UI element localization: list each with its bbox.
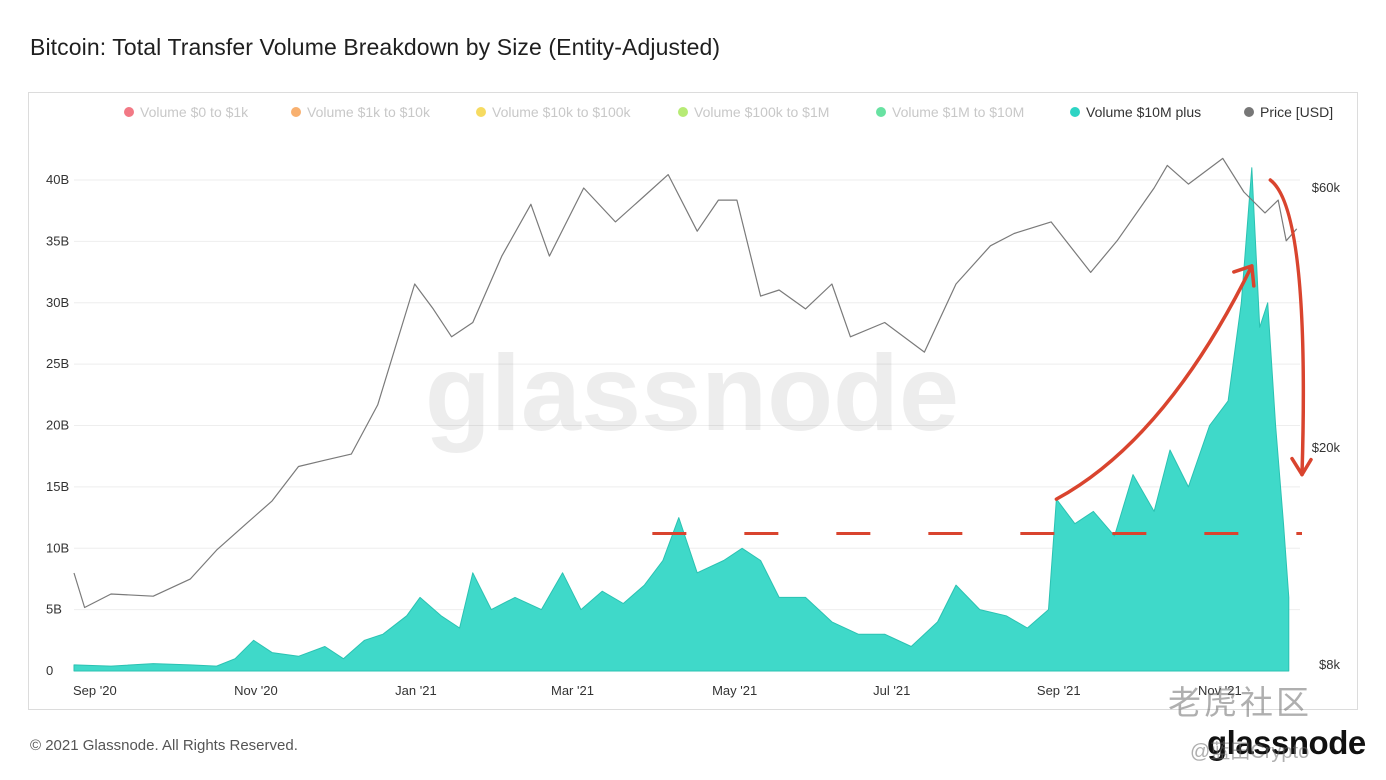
x-tick-label: Mar '21	[551, 683, 594, 698]
y-tick-label: 40B	[46, 172, 69, 187]
annotation-arrow-down-head	[1290, 456, 1313, 477]
series-price-line	[73, 157, 1298, 609]
chart-frame	[28, 92, 1358, 710]
legend-label: Volume $100k to $1M	[694, 104, 830, 120]
watermark-center: glassnode	[425, 332, 959, 453]
annotation-arrow-up-head	[1232, 264, 1256, 288]
legend-item-volume-0-1k[interactable]: Volume $0 to $1k	[124, 104, 248, 120]
legend-dot-icon	[476, 107, 486, 117]
legend-label: Volume $1M to $10M	[892, 104, 1025, 120]
legend-label: Volume $0 to $1k	[140, 104, 249, 120]
y-tick-label: 20B	[46, 418, 69, 433]
y-tick-label: 35B	[46, 233, 69, 248]
y-tick-label: 15B	[46, 479, 69, 494]
y-right-tick-label: $8k	[1319, 657, 1340, 672]
x-tick-label: Sep '21	[1037, 683, 1081, 698]
legend-item-volume-10m-plus[interactable]: Volume $10M plus	[1070, 104, 1201, 120]
x-tick-label: Jul '21	[873, 683, 910, 698]
legend-item-volume-1k-10k[interactable]: Volume $1k to $10k	[291, 104, 430, 120]
y-right-tick-label: $20k	[1312, 440, 1341, 455]
legend-dot-icon	[876, 107, 886, 117]
y-tick-label: 30B	[46, 295, 69, 310]
brand-logo: glassnode	[1207, 724, 1366, 761]
chart-title: Bitcoin: Total Transfer Volume Breakdown…	[30, 34, 721, 60]
legend-item-volume-1m-10m[interactable]: Volume $1M to $10M	[876, 104, 1024, 120]
copyright-footer: © 2021 Glassnode. All Rights Reserved.	[30, 737, 298, 754]
legend-label: Volume $1k to $10k	[307, 104, 430, 120]
legend-label: Volume $10k to $100k	[492, 104, 631, 120]
annotation-arrow-down	[1268, 178, 1306, 477]
watermark-cn: 老虎社区	[1168, 683, 1312, 722]
legend-item-volume-10k-100k[interactable]: Volume $10k to $100k	[476, 104, 631, 120]
x-tick-label: Nov '21	[1198, 683, 1242, 698]
legend-dot-icon	[291, 107, 301, 117]
legend-dot-icon	[1070, 107, 1080, 117]
watermark-user: @蓝田Crypto	[1190, 741, 1310, 763]
legend-dot-icon	[1244, 107, 1254, 117]
x-tick-label: Sep '20	[73, 683, 117, 698]
legend-item-volume-100k-1m[interactable]: Volume $100k to $1M	[678, 104, 829, 120]
legend-label: Volume $10M plus	[1086, 104, 1202, 120]
series-volume-10m-plus-area	[73, 167, 1290, 672]
y-tick-label: 0	[46, 663, 53, 678]
legend-item-price-usd[interactable]: Price [USD]	[1244, 104, 1333, 120]
x-tick-label: Nov '20	[234, 683, 278, 698]
legend-label: Price [USD]	[1260, 104, 1334, 120]
legend-dot-icon	[678, 107, 688, 117]
y-tick-label: 25B	[46, 356, 69, 371]
legend-dot-icon	[124, 107, 134, 117]
x-tick-label: Jan '21	[395, 683, 437, 698]
y-tick-label: 10B	[46, 540, 69, 555]
y-tick-label: 5B	[46, 602, 62, 617]
chart-legend: Volume $0 to $1k Volume $1k to $10k Volu…	[0, 104, 1350, 124]
x-tick-label: May '21	[712, 683, 757, 698]
annotation-arrow-up	[1054, 264, 1254, 501]
y-right-tick-label: $60k	[1312, 180, 1341, 195]
